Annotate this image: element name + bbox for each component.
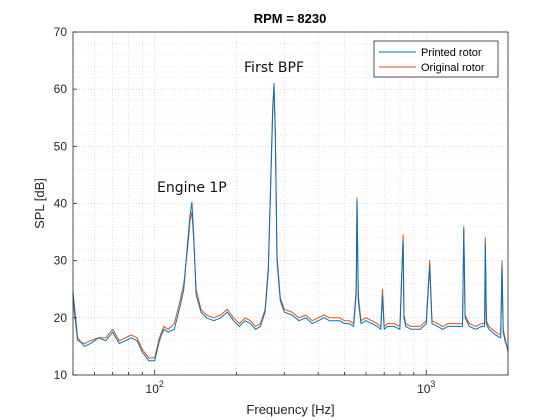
y-tick-label: 60 bbox=[54, 82, 68, 96]
y-tick-label: 40 bbox=[54, 197, 68, 211]
y-axis-label: SPL [dB] bbox=[32, 178, 47, 229]
legend: Printed rotor Original rotor bbox=[373, 40, 499, 78]
y-tick-label: 10 bbox=[54, 368, 68, 382]
legend-box bbox=[373, 40, 499, 78]
series-line-printed-rotor bbox=[72, 82, 509, 362]
annotation-label: First BPF bbox=[244, 60, 304, 76]
annotations: Engine 1P First BPF bbox=[157, 60, 304, 196]
x-tick-label: 102 bbox=[146, 379, 164, 396]
y-tick-label: 70 bbox=[54, 25, 68, 39]
annotation-label: Engine 1P bbox=[157, 180, 227, 196]
grid-lines bbox=[72, 31, 509, 376]
y-tick-label: 50 bbox=[54, 139, 68, 153]
legend-entry: Original rotor bbox=[421, 62, 485, 74]
x-axis-label: Frequency [Hz] bbox=[246, 402, 334, 417]
chart-title: RPM = 8230 bbox=[254, 11, 327, 26]
x-tick-label: 103 bbox=[417, 379, 435, 396]
legend-entry: Printed rotor bbox=[421, 47, 482, 59]
y-tick-label: 30 bbox=[54, 254, 68, 268]
series-line-original-rotor bbox=[72, 85, 509, 359]
series-lines bbox=[72, 82, 509, 362]
y-tick-label: 20 bbox=[54, 311, 68, 325]
axis-ticks: 10 20 30 40 50 60 70 102 103 bbox=[54, 25, 509, 396]
